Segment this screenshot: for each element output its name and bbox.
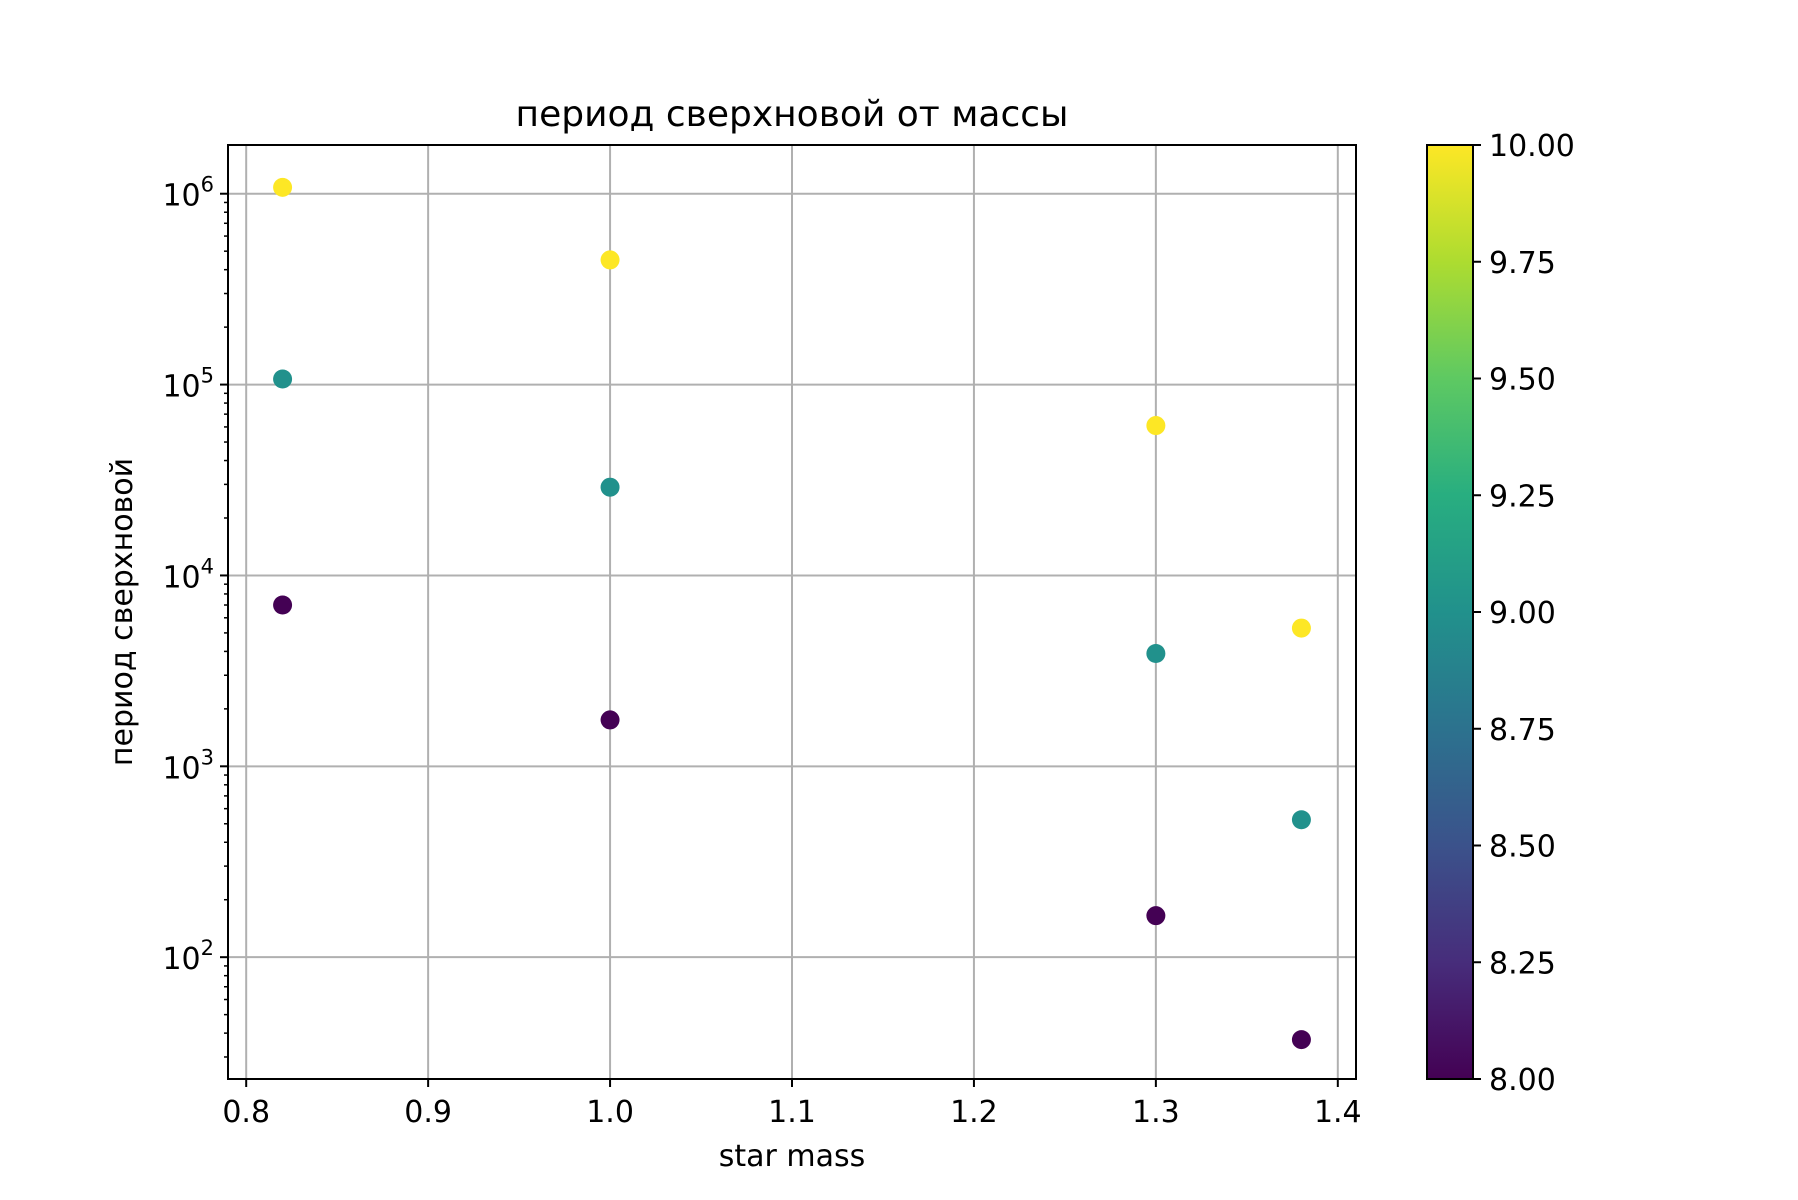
colorbar-tick-label: 8.00: [1489, 1063, 1556, 1098]
y-tick-label: 102: [162, 936, 214, 977]
y-axis-ticks: 102 103 104 105 106: [162, 173, 228, 1058]
colorbar-tick-label: 8.50: [1489, 830, 1556, 865]
colorbar-tick-label: 9.75: [1489, 246, 1556, 281]
x-tick-label: 1.1: [768, 1095, 816, 1130]
colorbar-tick-label: 9.50: [1489, 363, 1556, 398]
y-axis-label: период сверхновой: [105, 458, 140, 766]
colorbar-tick-label: 9.25: [1489, 479, 1556, 514]
y-tick-label: 105: [162, 364, 214, 405]
scatter-point: [600, 477, 620, 497]
scatter-point: [273, 369, 293, 389]
colorbar-tick-label: 8.25: [1489, 946, 1556, 981]
scatter-point: [1291, 618, 1311, 638]
colorbar-tick-label: 10.00: [1489, 129, 1575, 164]
x-tick-label: 1.3: [1132, 1095, 1180, 1130]
colorbar-tick-label: 8.75: [1489, 713, 1556, 748]
scatter-point: [600, 250, 620, 270]
colorbar-tick-label: 9.00: [1489, 596, 1556, 631]
chart-title: период сверхновой от массы: [516, 94, 1069, 135]
colorbar: 8.00 8.25 8.50 8.75 9.00 9.25 9.50 9.75 10.00: [1426, 129, 1575, 1098]
x-axis-ticks: 0.8 0.9 1.0 1.1 1.2 1.3 1.4: [222, 1079, 1362, 1130]
scatter-point: [1291, 1030, 1311, 1050]
y-tick-label: 104: [162, 554, 214, 595]
scatter-point: [273, 177, 293, 197]
scatter-point: [1291, 810, 1311, 830]
x-tick-label: 1.0: [586, 1095, 634, 1130]
x-axis-label: star mass: [719, 1139, 866, 1174]
scatter-point: [1146, 644, 1166, 664]
colorbar-ticks: 8.00 8.25 8.50 8.75 9.00 9.25 9.50 9.75 10.00: [1473, 129, 1575, 1098]
y-tick-label: 103: [162, 745, 214, 786]
x-tick-label: 1.4: [1314, 1095, 1362, 1130]
scatter-point: [1146, 416, 1166, 436]
x-tick-label: 0.8: [222, 1095, 270, 1130]
grid-layer: [228, 145, 1356, 1079]
colorbar-gradient: [1426, 144, 1474, 1080]
y-tick-label: 106: [162, 173, 214, 214]
x-tick-label: 1.2: [950, 1095, 998, 1130]
scatter-point: [1146, 906, 1166, 926]
data-points: [273, 177, 1311, 1050]
scatter-point: [600, 710, 620, 730]
scatter-point: [273, 595, 293, 615]
x-tick-label: 0.9: [404, 1095, 452, 1130]
